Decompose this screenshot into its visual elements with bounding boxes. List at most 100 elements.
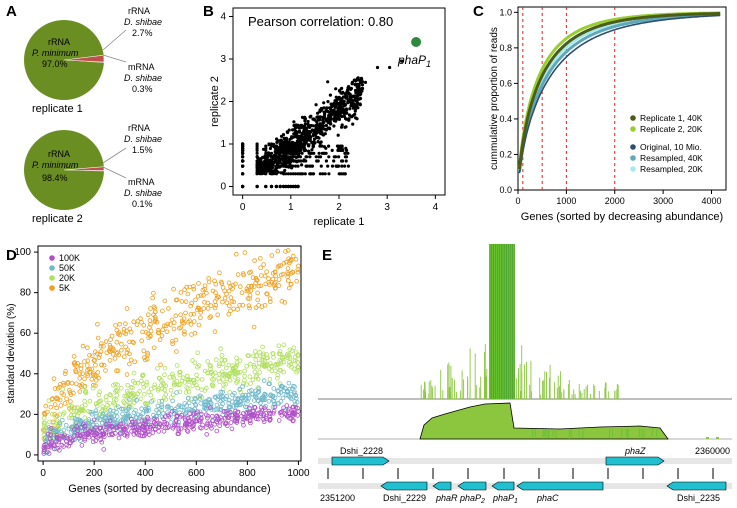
b-point xyxy=(350,82,354,86)
d-point-5k xyxy=(94,377,99,383)
d-point-50k xyxy=(182,401,188,406)
d-point-5k xyxy=(226,280,232,286)
d-point-20k xyxy=(235,369,241,375)
b-point xyxy=(285,130,289,134)
d-point-5k xyxy=(77,376,82,381)
d-point-5k xyxy=(226,311,232,317)
b-point xyxy=(303,172,307,176)
d-point-50k xyxy=(191,399,197,405)
gene-phap2 xyxy=(457,481,487,491)
d-ytick-label: 100 xyxy=(14,247,31,258)
d-point-5k xyxy=(238,284,243,289)
d-point-100k xyxy=(184,428,190,433)
b-point xyxy=(285,160,289,164)
d-point-20k xyxy=(217,379,222,384)
d-point-20k xyxy=(178,369,183,375)
d-point-100k xyxy=(141,433,147,439)
d-point-100k xyxy=(45,444,51,450)
b-point xyxy=(358,93,362,97)
d-point-50k xyxy=(203,399,209,404)
d-point-5k xyxy=(228,308,233,314)
d-point-50k xyxy=(100,420,105,426)
d-point-5k xyxy=(138,316,143,321)
d-point-5k xyxy=(253,305,259,311)
e-label-dshi-2228: Dshi_2228 xyxy=(340,446,383,456)
d-point-20k xyxy=(262,364,268,369)
b-point xyxy=(307,135,311,139)
d-point-5k xyxy=(247,305,252,311)
e-gene-name: Dshi_2235 xyxy=(677,493,720,503)
d-point-100k xyxy=(249,414,255,419)
d-point-20k xyxy=(137,388,143,394)
d-point-5k xyxy=(241,272,247,278)
b-point xyxy=(259,163,263,167)
d-point-20k xyxy=(118,385,124,391)
d-point-5k xyxy=(174,297,180,303)
d-point-20k xyxy=(288,362,294,367)
d-point-20k xyxy=(204,385,209,391)
d-point-20k xyxy=(292,354,298,360)
d-point-5k xyxy=(145,350,151,356)
d-point-20k xyxy=(148,386,154,392)
d-point-5k xyxy=(124,350,130,355)
b-point xyxy=(280,139,284,144)
d-point-5k xyxy=(198,310,204,315)
d-point-5k xyxy=(212,329,218,335)
d-point-100k xyxy=(184,421,190,426)
b-point xyxy=(336,133,340,137)
d-point-50k xyxy=(91,422,96,427)
b-point xyxy=(324,146,328,150)
b-point xyxy=(267,142,271,146)
d-point-20k xyxy=(184,385,190,390)
d-point-5k xyxy=(124,306,130,311)
panel-b-points xyxy=(241,59,404,189)
b-point xyxy=(357,82,361,87)
d-point-50k xyxy=(105,413,111,418)
d-point-20k xyxy=(247,374,253,380)
d-point-5k xyxy=(226,288,232,294)
d-point-100k xyxy=(98,432,104,438)
b-point xyxy=(358,96,363,101)
d-point-20k xyxy=(260,353,266,358)
d-point-20k xyxy=(275,372,281,378)
d-point-100k xyxy=(205,415,210,421)
b-point xyxy=(291,184,295,189)
d-point-5k xyxy=(180,320,185,326)
d-point-20k xyxy=(199,377,205,382)
d-point-50k xyxy=(201,399,207,405)
d-point-50k xyxy=(217,407,223,413)
d-point-100k xyxy=(248,420,253,426)
d-point-20k xyxy=(131,370,137,376)
d-point-50k xyxy=(271,386,277,391)
b-point xyxy=(345,148,349,152)
d-point-20k xyxy=(234,355,239,361)
d-point-20k xyxy=(66,403,72,409)
b-point xyxy=(269,184,274,189)
d-point-100k xyxy=(162,421,167,427)
d-point-5k xyxy=(143,357,148,363)
b-ytick-label: 2 xyxy=(220,97,226,108)
panel-e-coverage-track xyxy=(318,244,732,440)
d-point-50k xyxy=(218,406,224,412)
b-point xyxy=(349,94,353,98)
d-point-20k xyxy=(285,351,290,357)
d-point-5k xyxy=(266,276,271,281)
panel-d-axes: 0 200 400 600 800 1000 0 20 40 60 80 100 Genes (sort… xyxy=(6,247,310,495)
d-point-5k xyxy=(131,319,137,325)
b-point xyxy=(274,184,278,189)
d-point-20k xyxy=(69,415,74,421)
d-point-5k xyxy=(188,312,194,317)
d-point-100k xyxy=(152,416,157,422)
b-point xyxy=(309,129,313,134)
b-point xyxy=(305,126,309,130)
b-point xyxy=(314,103,318,107)
b-point xyxy=(270,166,274,170)
b-point xyxy=(343,125,347,129)
d-point-20k xyxy=(50,420,56,426)
b-point xyxy=(326,126,330,130)
d-point-20k xyxy=(235,378,240,384)
d-point-50k xyxy=(111,413,117,419)
d-point-20k xyxy=(195,376,200,382)
d-point-50k xyxy=(89,409,94,415)
b-point xyxy=(284,152,288,156)
